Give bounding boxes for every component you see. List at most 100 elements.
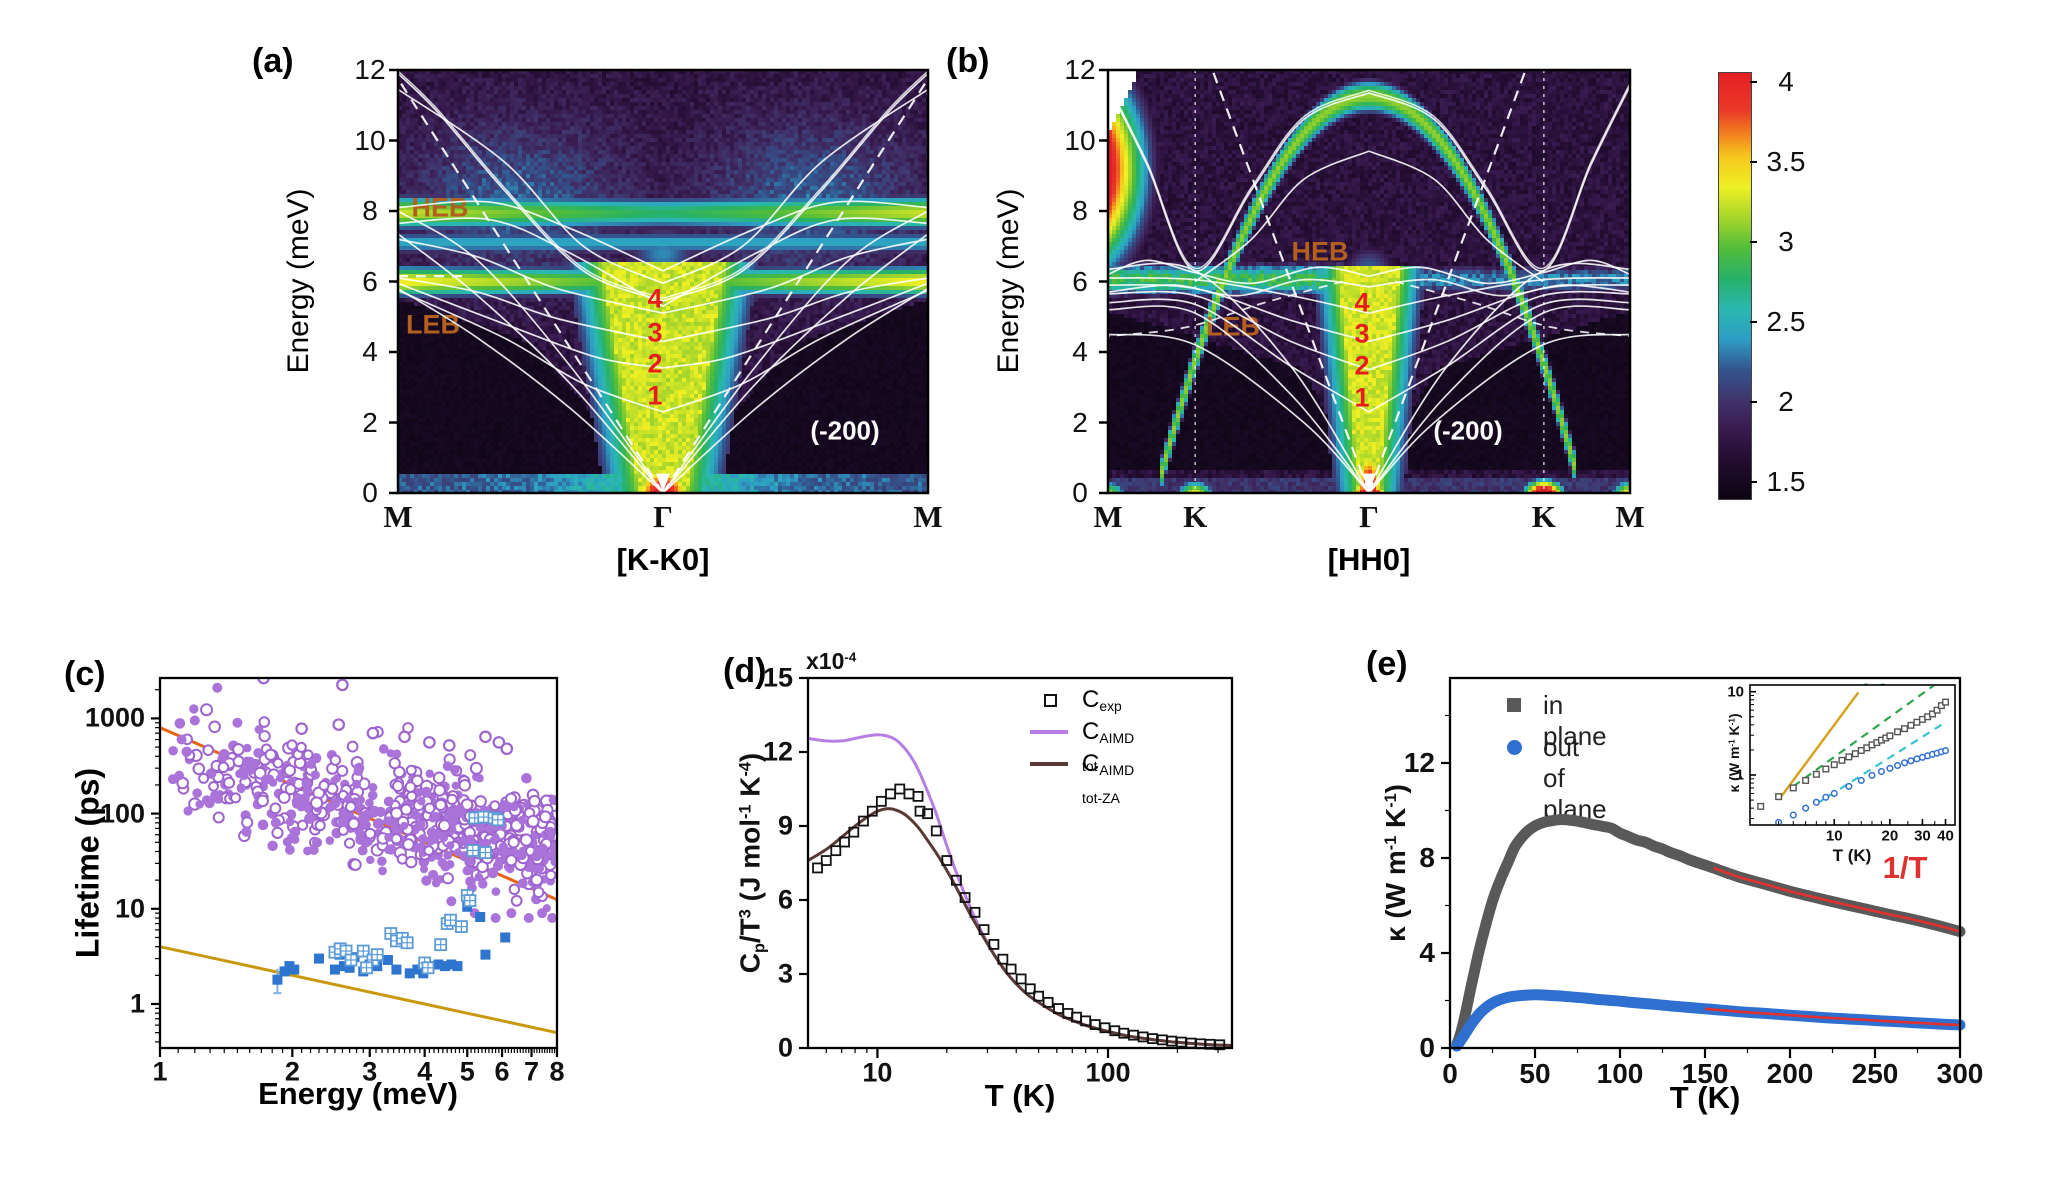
blue-square-point <box>314 953 325 964</box>
purple-open-point <box>390 833 403 845</box>
phonon-branch <box>1368 85 1630 272</box>
inset-out-of-plane-point <box>1941 747 1950 755</box>
blue-square-point <box>480 949 491 960</box>
panel-b-path-label: M <box>1093 499 1123 534</box>
panel-c-plot <box>151 676 559 1057</box>
colorbar-tick-label: 2.5 <box>1766 306 1806 337</box>
blue-square-point <box>404 968 415 979</box>
c-exp-point <box>914 805 926 817</box>
phonon-branch <box>1108 277 1370 315</box>
purple-point <box>267 840 278 852</box>
dashed-band-line <box>1394 280 1630 337</box>
purple-open-point <box>230 792 242 804</box>
purple-point <box>195 800 204 809</box>
inset-in-plane-point <box>1851 750 1859 758</box>
purple-open-point <box>464 749 477 762</box>
inset-out-of-plane-point <box>1845 782 1853 790</box>
in-plane-1overT-fit <box>1713 866 1961 933</box>
purple-point <box>368 783 378 792</box>
purple-point <box>237 784 246 794</box>
purple-point <box>505 864 515 874</box>
blue-square-point <box>452 961 463 972</box>
purple-point <box>498 842 509 852</box>
c-exp-point <box>812 862 823 874</box>
phonon-branch <box>1108 283 1370 343</box>
purple-point <box>431 811 441 821</box>
purple-point <box>425 769 434 778</box>
purple-point <box>474 872 484 882</box>
purple-point <box>325 836 335 845</box>
purple-point <box>301 778 312 789</box>
blue-square-point <box>329 964 340 975</box>
purple-open-point <box>458 778 472 792</box>
purple-point <box>285 817 295 827</box>
panel-d-xtick-label: 100 <box>1085 1057 1131 1088</box>
inset-out-of-plane-point <box>1812 798 1820 806</box>
phonon-branch <box>1108 278 1370 297</box>
purple-point <box>189 715 200 726</box>
purple-point <box>545 826 556 838</box>
c-aimd-tot-curve <box>807 733 1233 1047</box>
purple-open-point <box>519 833 533 847</box>
colorbar-tick-label: 2 <box>1778 386 1794 417</box>
purple-point <box>286 833 296 842</box>
purple-open-point <box>545 869 557 881</box>
purple-point <box>358 811 369 821</box>
panel-c-xtick-label: 7 <box>523 1056 540 1087</box>
purple-point <box>431 878 441 888</box>
panel-b-ytick-label: 0 <box>1072 477 1088 508</box>
purple-open-point <box>507 836 520 849</box>
colorbar-tick-label: 3.5 <box>1766 146 1806 177</box>
purple-open-point <box>269 802 282 815</box>
purple-point <box>386 749 395 758</box>
phonon-branch <box>1108 262 1370 493</box>
violet-line-marker <box>1030 730 1068 734</box>
purple-point <box>531 850 542 862</box>
purple-point <box>183 806 193 816</box>
c-exp-point <box>930 825 942 837</box>
inset-in-plane-point <box>1937 702 1945 710</box>
brown-line-marker <box>1030 762 1068 766</box>
panel-a-ytick-label: 10 <box>354 124 386 156</box>
c-exp-point <box>1024 983 1036 995</box>
panel-d-frame <box>806 676 1234 1050</box>
phonon-branch <box>1108 85 1370 272</box>
phonon-branch <box>1368 277 1630 315</box>
purple-point <box>357 845 368 856</box>
panel-b-path-label: K <box>1183 499 1208 534</box>
panel-b-ytick-label: 10 <box>1064 124 1096 156</box>
panel-b-ytick-label: 2 <box>1072 406 1088 438</box>
panel-b-leb-label: LEB <box>1206 311 1260 342</box>
purple-point <box>385 844 397 855</box>
purple-point <box>174 718 186 729</box>
purple-point <box>378 866 387 876</box>
inset-in-plane-point <box>1901 725 1909 733</box>
panel-d-plot <box>799 676 1234 1058</box>
purple-point <box>521 772 532 784</box>
purple-point <box>392 749 402 759</box>
panel-b-dispersion-curves <box>1108 70 1630 493</box>
purple-open-point <box>406 790 418 802</box>
panel-b-ytick-label: 4 <box>1072 336 1088 367</box>
purple-point <box>302 786 313 796</box>
purple-point <box>367 790 378 801</box>
purple-point <box>176 734 187 745</box>
inset-in-plane-point <box>1913 718 1921 726</box>
panel-b-path-label: Γ <box>1359 499 1379 534</box>
purple-point <box>270 817 281 828</box>
purple-open-point <box>489 800 501 812</box>
inset-in-plane-point <box>1775 793 1783 801</box>
purple-open-point <box>505 854 518 867</box>
c-exp-point <box>839 836 850 848</box>
purple-open-point <box>212 811 225 824</box>
panel-a-ytick-label: 6 <box>362 265 378 297</box>
c-exp-point <box>922 808 933 820</box>
panel-d-ytick-label: 0 <box>777 1032 793 1063</box>
purple-point <box>299 793 310 805</box>
purple-point <box>168 745 178 756</box>
purple-point <box>260 774 271 785</box>
panel-a-ytick-label: 8 <box>362 195 378 226</box>
colorbar-tick-label: 4 <box>1778 66 1794 97</box>
c-exp-point <box>875 795 887 807</box>
purple-point <box>509 847 518 857</box>
